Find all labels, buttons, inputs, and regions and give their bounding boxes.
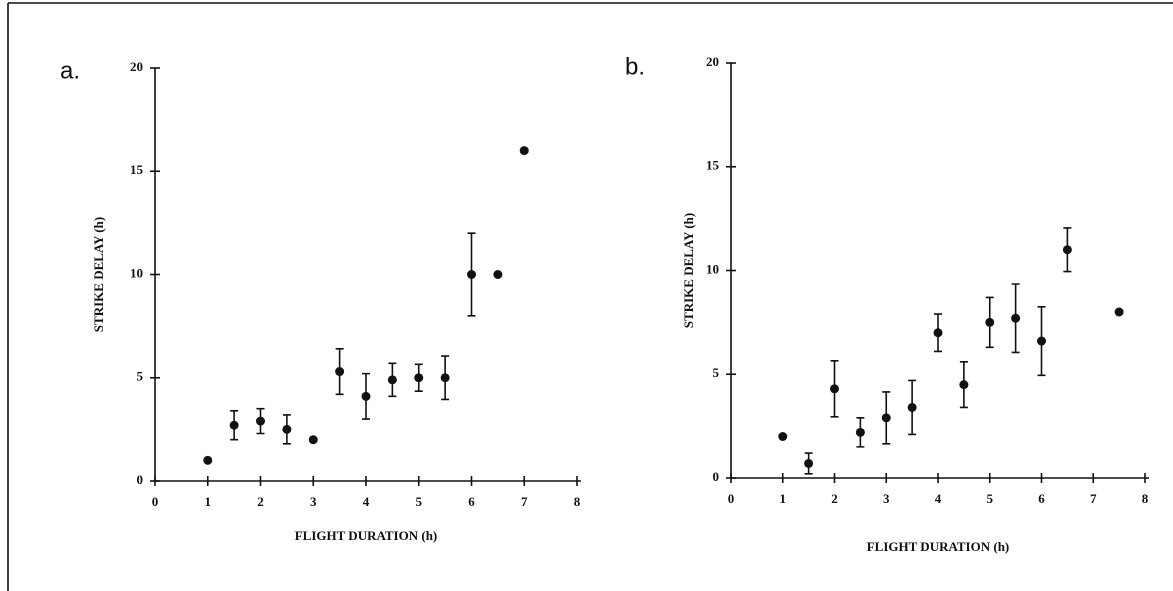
x-tick-label: 8 xyxy=(1142,491,1149,506)
point xyxy=(959,380,969,390)
point xyxy=(804,458,814,468)
y-tick-label: 15 xyxy=(706,158,720,173)
point xyxy=(335,367,345,377)
point xyxy=(467,270,476,279)
x-tick-label: 8 xyxy=(574,494,581,509)
point xyxy=(881,413,891,423)
y-tick-label: 0 xyxy=(713,469,720,484)
point xyxy=(387,375,397,385)
panel-label: a. xyxy=(60,57,80,84)
y-tick-label: 20 xyxy=(706,54,719,69)
x-tick-label: 5 xyxy=(987,491,994,506)
x-tick-label: 6 xyxy=(468,494,475,509)
point xyxy=(985,317,995,327)
x-tick-label: 0 xyxy=(728,491,735,506)
point xyxy=(933,328,943,338)
x-tick-label: 7 xyxy=(1090,491,1097,506)
point xyxy=(440,373,450,383)
x-axis-label: FLIGHT DURATION (h) xyxy=(295,528,438,543)
point xyxy=(361,391,371,401)
y-tick-label: 10 xyxy=(130,265,143,280)
x-tick-label: 6 xyxy=(1038,491,1045,506)
x-tick-label: 1 xyxy=(205,494,212,509)
x-axis-label: FLIGHT DURATION (h) xyxy=(867,539,1010,554)
point xyxy=(308,435,318,445)
x-tick-label: 1 xyxy=(780,491,787,506)
point xyxy=(855,427,865,437)
y-tick-label: 5 xyxy=(713,365,720,380)
x-tick-label: 4 xyxy=(935,491,942,506)
point xyxy=(282,424,292,434)
x-tick-label: 3 xyxy=(883,491,890,506)
x-tick-label: 7 xyxy=(521,494,528,509)
y-axis-label: STRIKE DELAY (h) xyxy=(91,217,106,332)
point xyxy=(493,270,503,279)
y-tick-label: 15 xyxy=(130,162,144,177)
point xyxy=(830,384,839,394)
point xyxy=(229,420,239,430)
point xyxy=(414,373,424,383)
y-tick-label: 20 xyxy=(130,59,143,74)
point xyxy=(1011,313,1021,323)
x-tick-label: 2 xyxy=(257,494,264,509)
point xyxy=(519,146,529,156)
point xyxy=(1114,307,1124,317)
x-tick-label: 4 xyxy=(363,494,370,509)
y-axis-label: STRIKE DELAY (h) xyxy=(681,213,696,328)
point xyxy=(203,455,213,465)
y-tick-label: 0 xyxy=(137,472,144,487)
point xyxy=(907,402,917,412)
x-tick-label: 5 xyxy=(416,494,423,509)
point xyxy=(256,416,265,426)
y-tick-label: 10 xyxy=(706,261,719,276)
point xyxy=(1037,336,1046,346)
x-tick-label: 0 xyxy=(152,494,159,509)
point xyxy=(778,432,788,441)
point xyxy=(1062,245,1072,255)
x-tick-label: 2 xyxy=(831,491,838,506)
x-tick-label: 3 xyxy=(310,494,317,509)
panel-label: b. xyxy=(625,53,645,80)
y-tick-label: 5 xyxy=(137,369,144,384)
